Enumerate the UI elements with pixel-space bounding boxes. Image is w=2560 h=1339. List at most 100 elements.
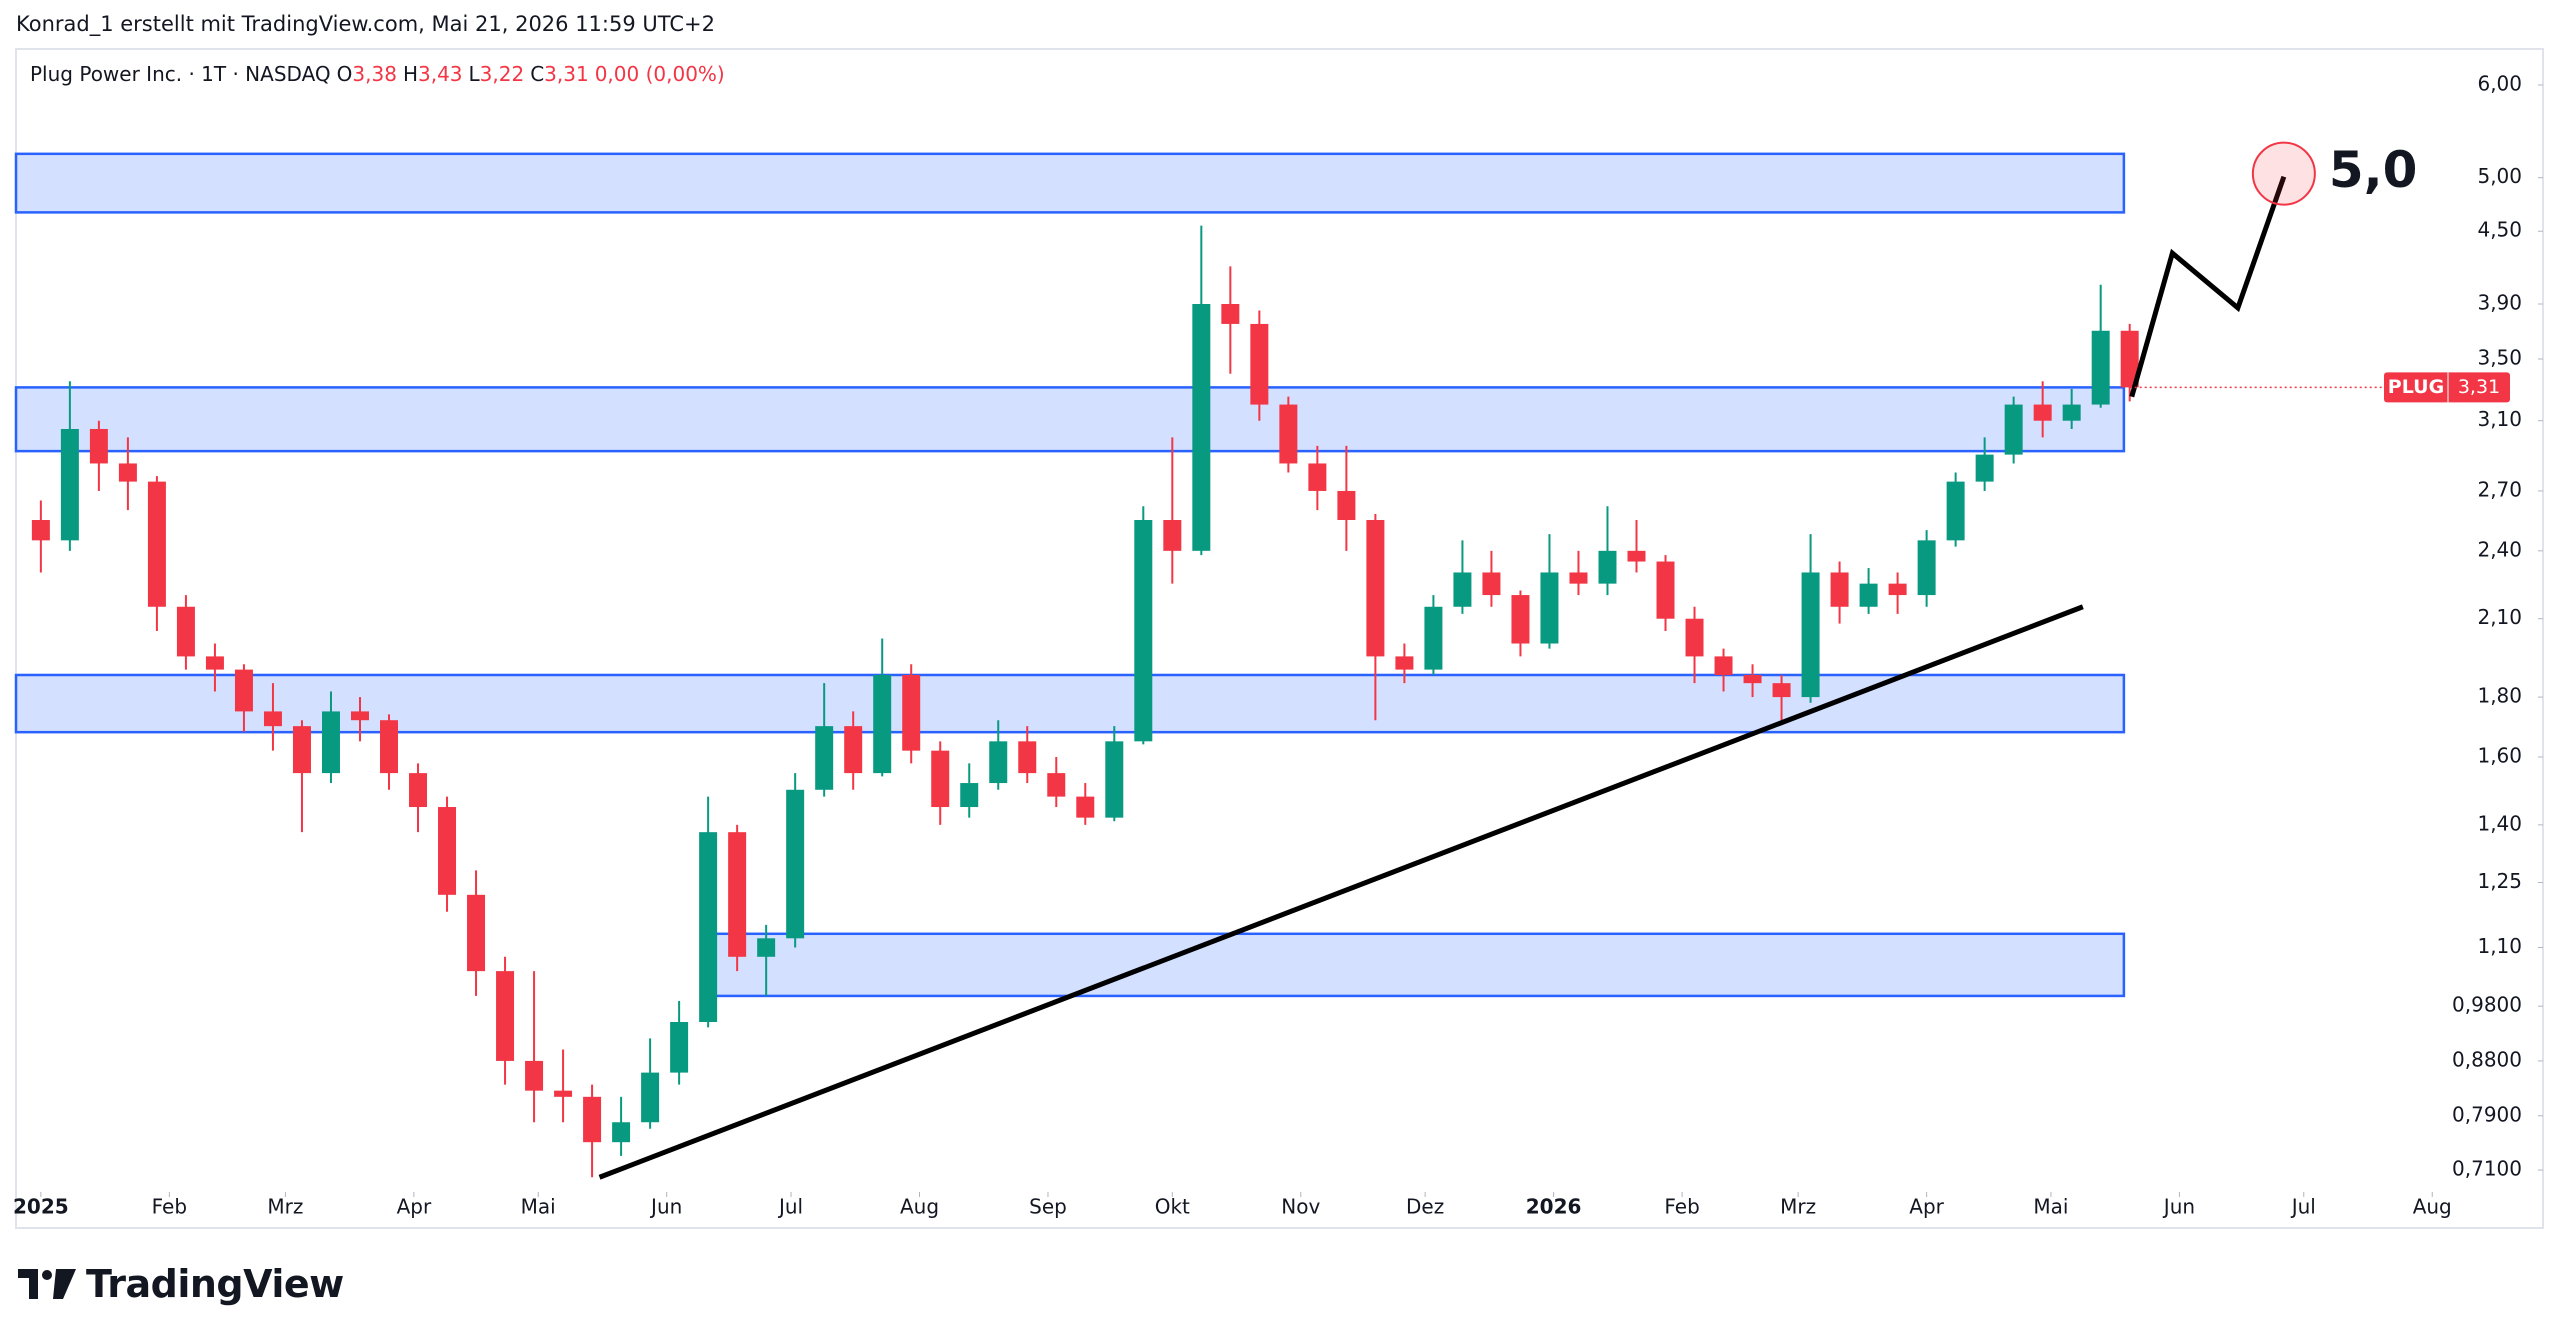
candle-body — [1975, 454, 1994, 482]
brand: TradingView — [86, 1262, 344, 1306]
y-tick-label: 6,00 — [2477, 71, 2522, 95]
x-tick-label: Apr — [397, 1195, 432, 1219]
x-tick-label: Jul — [777, 1195, 803, 1219]
candle-body — [1424, 606, 1443, 670]
candle-body — [786, 789, 805, 939]
candle-body — [583, 1096, 602, 1143]
zone — [711, 932, 2126, 998]
footer: TradingView — [18, 1262, 344, 1306]
candle-body — [1221, 303, 1240, 324]
candle-body — [60, 428, 79, 541]
x-tick-label: Apr — [1909, 1195, 1944, 1219]
candle-body — [292, 726, 311, 774]
candle-body — [1540, 572, 1559, 644]
price-label: 3,31 — [2458, 376, 2500, 398]
candle-body — [1714, 656, 1733, 675]
y-tick-label: 3,50 — [2477, 346, 2522, 370]
candle-body — [989, 741, 1008, 784]
y-tick-label: 2,40 — [2477, 537, 2522, 561]
candle-body — [1511, 595, 1530, 644]
candle-body — [1569, 572, 1588, 584]
y-tick-label: 2,70 — [2477, 477, 2522, 501]
candle-body — [2033, 404, 2052, 421]
candle-body — [1076, 796, 1095, 818]
x-tick-label: Aug — [900, 1195, 939, 1219]
candle-body — [960, 783, 979, 808]
candle-body — [873, 674, 892, 774]
candle-body — [409, 773, 428, 808]
candle-body — [1279, 404, 1298, 464]
candle-body — [380, 720, 398, 774]
candle-body — [1772, 683, 1791, 698]
candle-body — [1685, 618, 1704, 657]
candle-body — [147, 481, 166, 607]
candle-body — [1743, 674, 1762, 684]
candle-body — [438, 807, 457, 895]
candle-body — [641, 1072, 660, 1123]
price-badge — [2384, 372, 2510, 403]
candle-body — [1337, 490, 1356, 521]
candle-body — [31, 520, 50, 541]
annotation: 5,0 — [2329, 141, 2418, 199]
candle-body — [728, 832, 747, 957]
ohlc-item: H 3,43 — [403, 62, 463, 86]
candle-body — [902, 674, 921, 751]
y-tick-label: 5,00 — [2477, 164, 2522, 188]
x-tick-label: Feb — [1664, 1195, 1699, 1219]
candle-body — [1018, 741, 1037, 774]
candle-body — [176, 606, 195, 657]
ohlc-item: C 3,31 — [530, 62, 589, 86]
y-tick-label: 4,50 — [2477, 218, 2522, 242]
candle-body — [2091, 330, 2110, 405]
candle-body — [350, 711, 369, 721]
candle-body — [1627, 550, 1646, 562]
target-circle — [2251, 141, 2316, 206]
header: Konrad_1 erstellt mit TradingView.com, M… — [16, 12, 715, 36]
candle-body — [844, 726, 863, 774]
candle-body — [1047, 773, 1066, 797]
ohlc-item: O 3,38 — [337, 62, 397, 86]
candle-body — [525, 1060, 544, 1091]
candle-body — [1801, 572, 1820, 698]
ohlc-item: L 3,22 — [469, 62, 525, 86]
candle-body — [699, 832, 718, 1023]
ohlc-label: H — [402, 62, 418, 86]
candle-body — [554, 1090, 573, 1097]
x-tick-label: Nov — [1281, 1195, 1320, 1219]
candle-body — [670, 1022, 689, 1073]
y-tick-label: 1,60 — [2477, 743, 2522, 767]
x-tick-label: Feb — [152, 1195, 187, 1219]
x-tick-label: Mai — [521, 1195, 556, 1219]
candle-body — [1830, 572, 1849, 607]
x-tick-label: Dez — [1406, 1195, 1444, 1219]
candle-body — [612, 1122, 631, 1143]
logo — [18, 1269, 76, 1299]
ohlc-value: 3,38 — [352, 62, 397, 86]
y-tick-label: 3,90 — [2477, 290, 2522, 314]
y-tick-label: 1,10 — [2477, 934, 2522, 958]
candle-body — [1395, 656, 1414, 670]
candle-body — [1308, 463, 1327, 491]
candle-body — [1105, 741, 1124, 818]
candle-body — [1598, 550, 1617, 584]
x-tick-label: Jun — [2162, 1195, 2195, 1219]
candle-body — [1917, 540, 1936, 596]
candle-body — [815, 726, 834, 790]
x-tick-label: Mrz — [267, 1195, 303, 1219]
candle-body — [1453, 572, 1472, 607]
candle-body — [321, 711, 340, 774]
symbol-label: PLUG — [2388, 376, 2444, 398]
y-tick-label: 0,9800 — [2452, 993, 2522, 1017]
y-tick-label: 0,8800 — [2452, 1047, 2522, 1071]
ohlc-value: 3,43 — [417, 62, 463, 86]
candle-body — [1250, 323, 1269, 405]
y-tick-label: 1,80 — [2477, 684, 2522, 708]
candle-body — [496, 971, 515, 1061]
ohlc-label: L — [468, 62, 480, 86]
zone — [14, 386, 2126, 453]
candle-body — [1888, 583, 1907, 596]
ohlc-value: 3,22 — [479, 62, 525, 86]
candle-body — [931, 750, 950, 808]
